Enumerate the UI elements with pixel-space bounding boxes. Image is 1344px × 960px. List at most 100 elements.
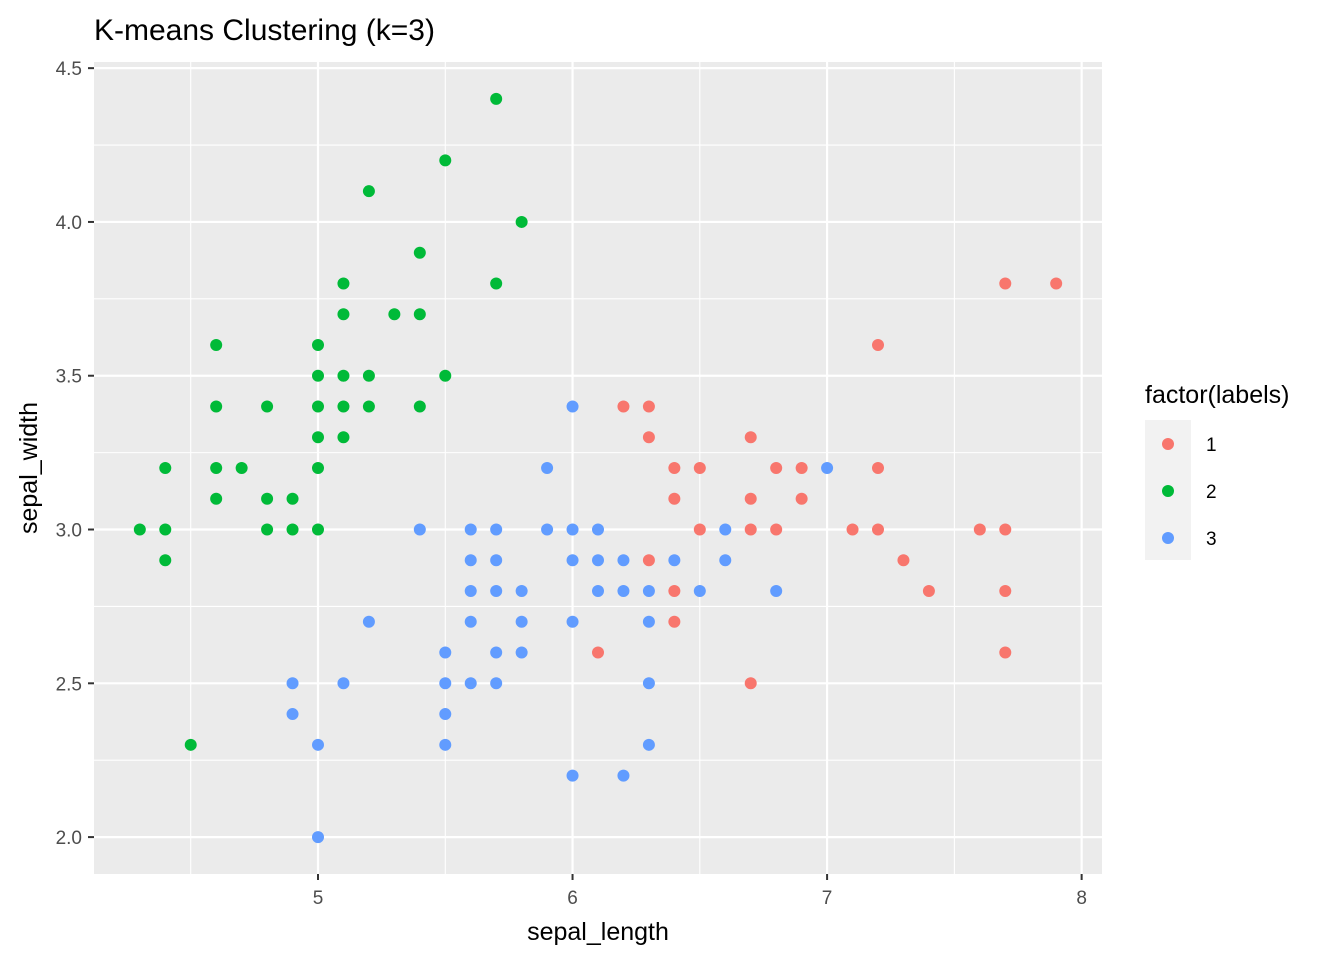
data-point-cluster-1 xyxy=(668,462,681,474)
data-point-cluster-3 xyxy=(642,677,655,690)
data-point-cluster-2 xyxy=(286,523,299,536)
data-point-cluster-2 xyxy=(413,246,426,259)
data-points xyxy=(133,92,1063,844)
data-point-cluster-2 xyxy=(210,492,223,505)
data-point-cluster-2 xyxy=(261,523,274,536)
legend-key-2 xyxy=(1162,485,1174,497)
data-point-cluster-1 xyxy=(668,492,681,505)
data-point-cluster-2 xyxy=(362,185,375,198)
data-point-cluster-1 xyxy=(617,400,630,413)
data-point-cluster-3 xyxy=(668,554,681,567)
data-point-cluster-2 xyxy=(312,523,324,536)
data-point-cluster-3 xyxy=(286,677,299,690)
data-point-cluster-3 xyxy=(439,738,452,751)
data-point-cluster-3 xyxy=(592,585,604,598)
data-point-cluster-3 xyxy=(617,554,630,567)
data-point-cluster-2 xyxy=(261,400,274,413)
data-point-cluster-2 xyxy=(159,523,172,536)
data-point-cluster-2 xyxy=(490,92,503,105)
data-point-cluster-2 xyxy=(337,308,350,321)
data-point-cluster-3 xyxy=(362,615,375,628)
plot-panel xyxy=(94,62,1102,874)
data-point-cluster-1 xyxy=(795,492,808,505)
data-point-cluster-3 xyxy=(337,677,350,690)
chart-title: K-means Clustering (k=3) xyxy=(94,14,435,47)
data-point-cluster-2 xyxy=(362,369,375,382)
data-point-cluster-3 xyxy=(566,769,579,782)
data-point-cluster-3 xyxy=(693,585,706,598)
data-point-cluster-2 xyxy=(210,462,223,474)
data-point-cluster-2 xyxy=(515,215,528,228)
data-point-cluster-3 xyxy=(490,523,503,536)
x-tick-label: 7 xyxy=(822,888,833,909)
data-point-cluster-3 xyxy=(464,585,477,598)
x-tick-label: 8 xyxy=(1076,888,1087,909)
data-point-cluster-3 xyxy=(617,585,630,598)
data-point-cluster-3 xyxy=(821,462,834,474)
data-point-cluster-1 xyxy=(668,585,681,598)
y-tick-label: 2.0 xyxy=(56,828,82,849)
y-tick-label: 2.5 xyxy=(56,674,82,695)
data-point-cluster-2 xyxy=(286,492,299,505)
data-point-cluster-2 xyxy=(312,431,324,444)
data-point-cluster-1 xyxy=(973,523,986,536)
legend-items: 1 2 3 xyxy=(1145,420,1217,560)
data-point-cluster-2 xyxy=(337,400,350,413)
data-point-cluster-3 xyxy=(592,554,604,567)
legend-label-2: 2 xyxy=(1206,482,1217,503)
y-tick-label: 4.5 xyxy=(56,59,82,80)
data-point-cluster-3 xyxy=(464,523,477,536)
data-point-cluster-2 xyxy=(312,462,324,474)
legend-key-3 xyxy=(1162,532,1174,544)
data-point-cluster-2 xyxy=(413,308,426,321)
data-point-cluster-2 xyxy=(210,338,223,351)
data-point-cluster-1 xyxy=(999,585,1012,598)
legend-key-1 xyxy=(1162,438,1174,450)
data-point-cluster-3 xyxy=(312,831,324,844)
data-point-cluster-2 xyxy=(261,492,274,505)
data-point-cluster-3 xyxy=(413,523,426,536)
data-point-cluster-2 xyxy=(337,431,350,444)
data-point-cluster-3 xyxy=(490,554,503,567)
data-point-cluster-2 xyxy=(133,523,146,536)
data-point-cluster-3 xyxy=(515,646,528,659)
y-tick-label: 4.0 xyxy=(56,213,82,234)
data-point-cluster-1 xyxy=(668,615,681,628)
data-point-cluster-3 xyxy=(617,769,630,782)
data-point-cluster-3 xyxy=(566,615,579,628)
data-point-cluster-3 xyxy=(515,585,528,598)
data-point-cluster-1 xyxy=(693,523,706,536)
x-tick-label: 5 xyxy=(313,888,324,909)
data-point-cluster-1 xyxy=(642,400,655,413)
data-point-cluster-1 xyxy=(642,431,655,444)
x-tick-label: 6 xyxy=(567,888,578,909)
data-point-cluster-2 xyxy=(312,369,324,382)
data-point-cluster-2 xyxy=(439,154,452,167)
data-point-cluster-1 xyxy=(795,462,808,474)
data-point-cluster-2 xyxy=(439,369,452,382)
x-axis: 5 6 7 8 xyxy=(313,874,1087,909)
data-point-cluster-3 xyxy=(464,677,477,690)
data-point-cluster-2 xyxy=(388,308,401,321)
data-point-cluster-3 xyxy=(566,523,579,536)
legend-label-3: 3 xyxy=(1206,529,1217,550)
data-point-cluster-3 xyxy=(490,585,503,598)
data-point-cluster-3 xyxy=(490,646,503,659)
y-axis-title: sepal_width xyxy=(15,402,43,534)
data-point-cluster-3 xyxy=(566,400,579,413)
data-point-cluster-1 xyxy=(770,523,783,536)
data-point-cluster-2 xyxy=(312,400,324,413)
data-point-cluster-1 xyxy=(922,585,935,598)
data-point-cluster-2 xyxy=(490,277,503,290)
data-point-cluster-3 xyxy=(464,615,477,628)
data-point-cluster-1 xyxy=(897,554,910,567)
data-point-cluster-1 xyxy=(693,462,706,474)
data-point-cluster-3 xyxy=(464,554,477,567)
data-point-cluster-3 xyxy=(719,523,732,536)
data-point-cluster-1 xyxy=(770,462,783,474)
data-point-cluster-3 xyxy=(566,554,579,567)
data-point-cluster-1 xyxy=(872,338,884,351)
data-point-cluster-1 xyxy=(872,462,884,474)
data-point-cluster-2 xyxy=(184,738,197,751)
data-point-cluster-3 xyxy=(439,646,452,659)
